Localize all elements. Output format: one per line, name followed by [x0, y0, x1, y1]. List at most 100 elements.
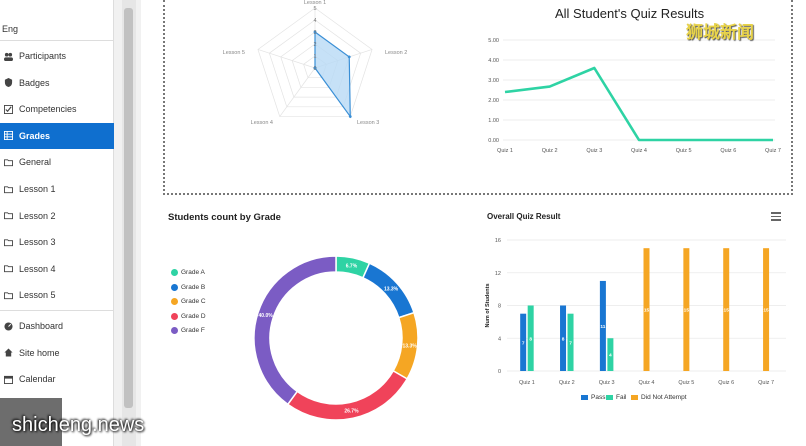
donut-slice-label: 6.7% [346, 264, 358, 270]
bar-xtick-label: Quiz 4 [639, 380, 655, 386]
bar-ylabel: Num of Students [485, 284, 491, 328]
legend-label: Grade B [181, 283, 206, 291]
line-xtick-label: Quiz 3 [586, 148, 602, 154]
bar-value-label: 15 [724, 308, 730, 314]
sidebar-item-site-home[interactable]: Site home [0, 340, 114, 366]
folder-icon [4, 291, 13, 300]
checkbox-icon [4, 104, 13, 114]
bar-value-label: 4 [609, 353, 612, 359]
bar-fail [607, 338, 614, 371]
line-series [504, 66, 773, 142]
sidebar-item-lesson-2[interactable]: Lesson 2 [0, 203, 114, 229]
sidebar-item-calendar[interactable]: Calendar [0, 366, 114, 392]
bar-legend-item[interactable]: Did Not Attempt [631, 394, 687, 401]
line-xtick-label: Quiz 7 [765, 148, 781, 154]
bar-value-label: 15 [644, 308, 650, 314]
donut-slice-label: 13.3% [403, 344, 418, 350]
donut-slice-label: 26.7% [344, 408, 359, 414]
top-charts-panel: 0 1 2 3 4 5 Lesson 1 Lesson 2 Lesson 3 Lesson 4 Le… [163, 0, 793, 195]
line-chart: 0.00 1.00 2.00 3.00 4.00 5.00 Quiz 1 Quiz 2 Quiz… [488, 38, 781, 154]
donut-slice [253, 255, 337, 406]
legend-swatch [606, 395, 613, 400]
donut-legend-item[interactable]: Grade D [171, 312, 206, 320]
scrollbar-thumb[interactable] [124, 8, 133, 408]
bar-pass [520, 313, 527, 371]
sidebar-item-label: General [19, 157, 52, 168]
legend-label: Grade F [181, 327, 205, 334]
bar-value-label: 15 [763, 308, 769, 314]
bar-ytick-label: 0 [498, 369, 501, 375]
bar-pass [599, 280, 606, 371]
table-icon [4, 131, 13, 141]
line-chart-title: All Student's Quiz Results [555, 6, 705, 21]
bar-value-label: 8 [562, 336, 565, 342]
sidebar-item-label: Participants [19, 51, 67, 61]
folder-icon [4, 264, 13, 273]
bar-legend-item[interactable]: Pass [581, 394, 605, 401]
bar-xtick-label: Quiz 3 [599, 380, 615, 386]
line-xtick-label: Quiz 4 [631, 148, 647, 154]
donut-slice-label: 40.0% [259, 313, 274, 319]
radar-axis-label: Lesson 4 [251, 120, 273, 126]
bar-legend-item[interactable]: Fail [606, 394, 626, 401]
sidebar-item-dashboard[interactable]: Dashboard [0, 313, 114, 339]
sidebar-item-label: Lesson 1 [19, 184, 56, 194]
bar-ytick-label: 8 [498, 304, 501, 310]
radar-grid-ring [257, 7, 373, 117]
watermark-logo [0, 398, 62, 446]
legend-swatch [171, 283, 178, 291]
sidebar-item-lesson-3[interactable]: Lesson 3 [0, 229, 114, 255]
sidebar-item-lesson-1[interactable]: Lesson 1 [0, 176, 114, 202]
sidebar-item-lesson-5[interactable]: Lesson 5 [0, 282, 114, 308]
bar-value-label: 7 [522, 340, 525, 346]
sidebar-item-badges[interactable]: Badges [0, 70, 114, 96]
line-ytick-label: 1.00 [488, 118, 499, 124]
donut-legend-item[interactable]: Grade B [171, 283, 206, 291]
legend-label: Did Not Attempt [641, 394, 687, 401]
line-xtick-label: Quiz 6 [720, 148, 736, 154]
donut-legend-item[interactable]: Grade F [171, 327, 205, 334]
sidebar-item-label: Badges [19, 77, 50, 88]
legend-label: Grade C [181, 298, 206, 305]
radar-tick-label: 1 [313, 54, 316, 60]
bar-did-not-attempt [763, 248, 770, 371]
radar-axis-label: Lesson 1 [304, 0, 326, 6]
donut-legend-item[interactable]: Grade A [171, 269, 205, 276]
donut-chart: 6.7% 13.3% 13.3% 26.7% 40.0% [253, 255, 419, 421]
line-xtick-label: Quiz 1 [497, 148, 513, 154]
sidebar-item-label: Lesson 2 [19, 210, 56, 221]
sidebar-item-lesson-4[interactable]: Lesson 4 [0, 256, 114, 282]
bar-ytick-label: 12 [495, 271, 501, 277]
watermark-bottom: shicheng.news [12, 414, 145, 436]
sidebar-item-grades[interactable]: Grades [0, 122, 114, 149]
legend-swatch [171, 312, 178, 320]
legend-label: Grade A [181, 269, 205, 276]
bar-value-label: 7 [569, 340, 572, 346]
legend-swatch [171, 298, 178, 305]
radar-axis-label: Lesson 2 [385, 50, 407, 56]
sidebar-item-label: Lesson 3 [19, 237, 56, 248]
donut-legend-item[interactable]: Grade C [171, 298, 206, 305]
chart-menu-icon[interactable] [771, 212, 781, 221]
bar-pass [560, 305, 567, 371]
calendar-icon [4, 375, 13, 384]
sidebar-item-label: Dashboard [19, 321, 64, 331]
language-selector[interactable]: Eng [2, 24, 19, 34]
bar-xtick-label: Quiz 2 [559, 380, 575, 386]
bar-value-label: 8 [529, 336, 532, 342]
sidebar-item-participants[interactable]: Participants [0, 43, 114, 69]
sidebar-item-label: Lesson 5 [19, 290, 56, 301]
bar-did-not-attempt [643, 248, 650, 371]
bar-fail [527, 305, 534, 371]
sidebar-item-general[interactable]: General [0, 149, 114, 175]
radar-axis-label: Lesson 5 [223, 50, 245, 56]
line-xtick-label: Quiz 5 [676, 148, 692, 154]
sidebar-item-competencies[interactable]: Competencies [0, 96, 114, 122]
legend-swatch [581, 395, 588, 400]
bar-xtick-label: Quiz 1 [519, 380, 535, 386]
main-content: 0 1 2 3 4 5 Lesson 1 Lesson 2 Lesson 3 Lesson 4 Le… [141, 0, 806, 446]
bar-chart-title: Overall Quiz Result [487, 212, 561, 221]
folder-icon [4, 185, 13, 194]
